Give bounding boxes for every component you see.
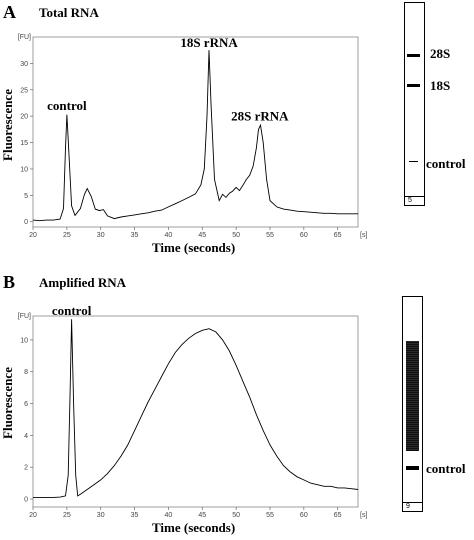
x-tick-label-a: 30: [97, 232, 105, 239]
band-18s: [407, 84, 420, 87]
y-tick-label-a: 20: [20, 114, 28, 121]
panel-b-xlabel: Time (seconds): [152, 520, 236, 535]
x-tick-label-b: 65: [334, 512, 342, 519]
x-tick-label-a: 55: [266, 232, 274, 239]
x-tick-label-a: 40: [165, 232, 173, 239]
x-tick-label-a: 20: [29, 232, 37, 239]
y-tick-label-a: 10: [20, 166, 28, 173]
peak-annotation-a: control: [47, 98, 87, 113]
amplified-rna-smear: [406, 341, 419, 451]
y-tick-label-a: 25: [20, 87, 28, 94]
x-tick-label-b: 35: [131, 512, 139, 519]
x-tick-label-a: 60: [300, 232, 308, 239]
x-tick-label-b: 45: [198, 512, 206, 519]
band-28s: [407, 54, 420, 57]
x-tick-label-b: 25: [63, 512, 71, 519]
band-label-18s: 18S: [430, 78, 451, 93]
y-tick-label-b: 2: [24, 465, 28, 472]
x-unit-b: [s]: [360, 512, 367, 519]
trace-line-a: [32, 50, 358, 222]
gel-lane-a: 5: [404, 2, 425, 206]
y-tick-label-a: 5: [24, 193, 28, 200]
x-tick-label-b: 20: [29, 512, 37, 519]
lane-b-number: 9: [403, 502, 422, 511]
y-unit-b: [FU]: [18, 313, 31, 320]
y-tick-label-a: 0: [24, 219, 28, 226]
gel-lane-b: 9: [402, 296, 423, 512]
panel-b-letter: B: [3, 272, 16, 292]
panel-a-title: Total RNA: [39, 5, 99, 20]
x-tick-label-a: 50: [232, 232, 240, 239]
x-tick-label-a: 35: [131, 232, 139, 239]
x-tick-label-a: 45: [198, 232, 206, 239]
panel-b-title: Amplified RNA: [39, 275, 127, 290]
y-tick-label-b: 6: [24, 401, 28, 408]
y-tick-label-b: 0: [24, 497, 28, 504]
y-tick-label-b: 8: [24, 369, 28, 376]
x-tick-label-b: 55: [266, 512, 274, 519]
y-tick-label-b: 4: [24, 433, 28, 440]
y-tick-label-b: 10: [20, 337, 28, 344]
trace-line-b: [33, 319, 359, 498]
peak-annotation-b: control: [52, 303, 92, 318]
panel-a-letter: A: [3, 2, 16, 22]
band-label-control-a: control: [426, 156, 466, 171]
band-control-b: [406, 466, 419, 470]
lane-a-number: 5: [405, 196, 424, 205]
plot-frame-b: [32, 315, 359, 508]
y-tick-label-a: 30: [20, 61, 28, 68]
x-tick-label-b: 60: [300, 512, 308, 519]
x-tick-label-b: 50: [232, 512, 240, 519]
x-unit-a: [s]: [360, 232, 367, 239]
band-control-a: [409, 161, 418, 162]
y-unit-a: [FU]: [18, 34, 31, 41]
x-tick-label-b: 30: [97, 512, 105, 519]
band-label-28s: 28S: [430, 46, 451, 61]
x-tick-label-b: 40: [165, 512, 173, 519]
x-tick-label-a: 65: [334, 232, 342, 239]
band-label-control-b: control: [426, 461, 466, 476]
peak-annotation-a: 18S rRNA: [180, 35, 238, 50]
x-tick-label-a: 25: [63, 232, 71, 239]
peak-annotation-a: 28S rRNA: [231, 109, 289, 124]
plot-frame-a: [32, 36, 359, 228]
panel-a-xlabel: Time (seconds): [152, 240, 236, 255]
y-tick-label-a: 15: [20, 140, 28, 147]
